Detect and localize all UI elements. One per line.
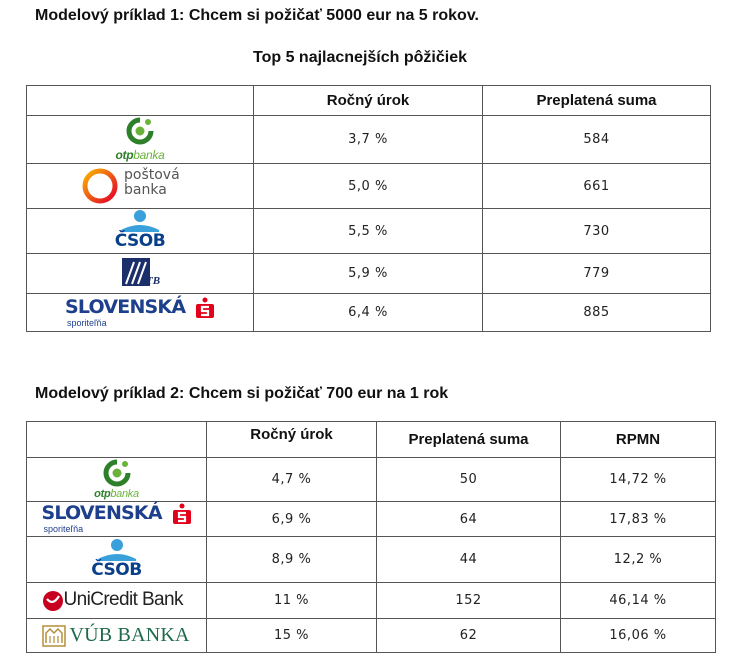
postova-ring-icon [82, 168, 118, 204]
table-header-row: Ročný úrok Preplatená suma [26, 85, 711, 116]
otp-icon [103, 459, 130, 486]
tatra-banka-icon: TB [122, 257, 160, 287]
slsp-word: SLOVENSKÁ [65, 295, 186, 318]
otp-word-a: otp [94, 487, 111, 500]
rpmn-cell: 12,2 % [560, 536, 716, 583]
table-row: TB 5,9 % 779 [26, 253, 711, 294]
rpmn-cell: 16,06 % [560, 618, 716, 653]
table-row: SLOVENSKÁ sporiteľňa 6,4 % 885 [26, 293, 711, 332]
rate-cell: 5,0 % [253, 163, 483, 209]
example2-heading: Modelový príklad 2: Chcem si požičať 700… [35, 385, 449, 402]
tatra-banka-logo: TB [120, 256, 160, 292]
bank-logo-cell: otpbanka [26, 115, 254, 164]
overpay-cell: 62 [376, 618, 561, 653]
bank-logo-cell: SLOVENSKÁ sporiteľňa [26, 501, 207, 537]
column-header-rpmn: RPMN [560, 421, 716, 458]
table-row: otpbanka 4,7 % 50 14,72 % [26, 457, 716, 502]
bank-logo-cell: ČSOB [26, 208, 254, 254]
example1-subheading: Top 5 najlacnejších pôžičiek [253, 49, 467, 66]
tb-word: TB [146, 275, 160, 287]
bank-logo-cell: SLOVENSKÁ sporiteľňa [26, 293, 254, 332]
rate-cell: 5,9 % [253, 253, 483, 294]
table-row: otpbanka 3,7 % 584 [26, 115, 711, 164]
pb-line2: banka [124, 182, 167, 198]
otp-logo: otpbanka [105, 117, 175, 163]
table-row: UniCredit Bank 11 % 152 46,14 % [26, 582, 716, 619]
slovenska-sporitelna-logo: SLOVENSKÁ sporiteľňa [65, 296, 215, 330]
uc-word: UniCredit Bank [63, 588, 184, 610]
csob-word: ČSOB [114, 231, 166, 251]
bank-logo-cell: otpbanka [26, 457, 207, 502]
table-row: poštová banka 5,0 % 661 [26, 163, 711, 209]
rpmn-cell: 14,72 % [560, 457, 716, 502]
table-header-row: Ročný úrok Preplatená suma RPMN [26, 421, 716, 458]
vub-word: VÚB BANKA [69, 623, 190, 646]
column-header-bank [26, 85, 254, 116]
bank-logo-cell: VÚB BANKA [26, 618, 207, 653]
csob-logo: ČSOB [110, 210, 170, 252]
rate-cell: 6,4 % [253, 293, 483, 332]
slsp-word: SLOVENSKÁ [41, 502, 163, 524]
vub-icon [41, 624, 66, 647]
example1-heading: Modelový príklad 1: Chcem si požičať 500… [35, 7, 479, 24]
csob-word: ČSOB [91, 559, 142, 580]
table-row: VÚB BANKA 15 % 62 16,06 % [26, 618, 716, 653]
overpay-cell: 885 [482, 293, 711, 332]
bank-logo-cell: ČSOB [26, 536, 207, 583]
table-row: ČSOB 5,5 % 730 [26, 208, 711, 254]
overpay-cell: 779 [482, 253, 711, 294]
overpay-cell: 730 [482, 208, 711, 254]
csob-logo: ČSOB [87, 538, 147, 581]
rpmn-cell: 17,83 % [560, 501, 716, 537]
overpay-cell: 584 [482, 115, 711, 164]
column-header-bank [26, 421, 207, 458]
sporitelna-s-icon [196, 297, 214, 318]
rate-cell: 4,7 % [206, 457, 377, 502]
bank-logo-cell: UniCredit Bank [26, 582, 207, 619]
otp-word-b: banka [110, 487, 139, 500]
otp-word-a: otp [115, 147, 134, 162]
pb-line1: poštová [124, 167, 180, 183]
column-header-rate: Ročný úrok [253, 85, 483, 116]
otp-icon [126, 117, 154, 144]
otp-word-b: banka [133, 147, 165, 162]
column-header-overpay: Preplatená suma [376, 421, 561, 458]
overpay-cell: 64 [376, 501, 561, 537]
table-row: ČSOB 8,9 % 44 12,2 % [26, 536, 716, 583]
unicredit-logo: UniCredit Bank [42, 588, 192, 614]
column-header-rate: Ročný úrok [206, 421, 377, 458]
vub-logo: VÚB BANKA [41, 623, 192, 649]
rpmn-cell: 46,14 % [560, 582, 716, 619]
rate-cell: 8,9 % [206, 536, 377, 583]
csob-icon [121, 210, 159, 232]
column-header-overpay: Preplatená suma [482, 85, 711, 116]
rate-cell: 3,7 % [253, 115, 483, 164]
csob-icon [97, 538, 136, 561]
rate-cell: 15 % [206, 618, 377, 653]
unicredit-icon [42, 590, 63, 611]
example2-table: Ročný úrok Preplatená suma RPMN otpbanka… [26, 421, 716, 653]
slsp-sub: sporiteľňa [67, 317, 107, 328]
slsp-sub: sporiteľňa [43, 524, 84, 534]
overpay-cell: 44 [376, 536, 561, 583]
otp-logo: otpbanka [82, 459, 152, 501]
overpay-cell: 50 [376, 457, 561, 502]
example1-table: Ročný úrok Preplatená suma otpbanka 3,7 … [26, 85, 711, 332]
overpay-cell: 661 [482, 163, 711, 209]
bank-logo-cell: poštová banka [26, 163, 254, 209]
overpay-cell: 152 [376, 582, 561, 619]
rate-cell: 5,5 % [253, 208, 483, 254]
postova-banka-logo: poštová banka [80, 164, 200, 208]
sporitelna-s-icon [172, 503, 191, 524]
rate-cell: 6,9 % [206, 501, 377, 537]
rate-cell: 11 % [206, 582, 377, 619]
table-row: SLOVENSKÁ sporiteľňa 6,9 % 64 17,83 % [26, 501, 716, 537]
bank-logo-cell: TB [26, 253, 254, 294]
slovenska-sporitelna-logo: SLOVENSKÁ sporiteľňa [42, 502, 192, 536]
